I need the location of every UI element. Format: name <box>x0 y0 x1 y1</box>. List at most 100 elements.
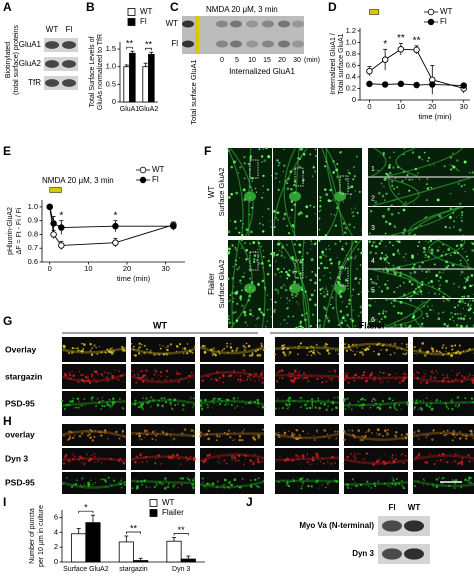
punctum <box>199 430 201 433</box>
punctum <box>435 369 438 372</box>
punctum <box>139 401 142 404</box>
punctum <box>330 408 334 411</box>
punctum <box>84 405 86 407</box>
punctum <box>372 241 375 244</box>
punctum <box>240 247 243 249</box>
punctum <box>159 463 162 465</box>
punctum <box>404 259 406 261</box>
punctum <box>364 398 367 401</box>
punctum <box>192 486 195 488</box>
punctum <box>217 461 220 463</box>
punctum <box>108 398 111 401</box>
punctum <box>158 481 161 483</box>
punctum <box>231 374 233 376</box>
punctum <box>448 323 450 325</box>
punctum <box>442 344 444 347</box>
punctum <box>173 437 176 440</box>
punctum <box>166 349 169 352</box>
data-point <box>112 239 119 246</box>
punctum <box>232 300 235 303</box>
cell-body <box>289 283 301 294</box>
punctum <box>464 397 467 400</box>
punctum <box>321 458 324 460</box>
punctum <box>411 178 414 181</box>
punctum <box>459 298 462 301</box>
punctum <box>392 305 395 308</box>
punctum <box>371 400 374 403</box>
punctum <box>256 398 260 402</box>
punctum <box>250 400 252 402</box>
punctum <box>447 407 450 410</box>
punctum <box>377 278 379 280</box>
punctum <box>214 354 217 357</box>
punctum <box>286 244 288 246</box>
punctum <box>405 403 407 405</box>
data-point <box>381 81 389 88</box>
punctum <box>284 180 287 182</box>
punctum <box>263 286 267 289</box>
punctum <box>428 405 431 408</box>
punctum <box>379 378 381 381</box>
punctum <box>245 258 248 261</box>
punctum <box>249 230 253 234</box>
punctum <box>411 266 415 270</box>
punctum <box>424 249 426 251</box>
punctum <box>374 402 378 405</box>
group-label: WT <box>207 186 216 199</box>
punctum <box>275 260 277 263</box>
micrograph <box>62 448 126 470</box>
punctum <box>202 481 204 483</box>
x-tick-label: 10 <box>84 264 92 273</box>
punctum <box>345 349 348 352</box>
punctum <box>319 288 322 291</box>
punctum <box>315 343 318 346</box>
punctum <box>299 147 303 151</box>
punctum <box>206 406 209 409</box>
punctum <box>400 325 403 328</box>
punctum <box>470 477 473 480</box>
punctum <box>80 378 84 382</box>
punctum <box>267 207 270 210</box>
dendrite <box>412 479 474 488</box>
punctum <box>373 282 377 285</box>
punctum <box>395 431 398 434</box>
punctum <box>389 264 391 266</box>
punctum <box>338 282 340 284</box>
punctum <box>443 458 445 461</box>
punctum <box>298 243 302 247</box>
inset-number: 3 <box>371 225 375 232</box>
punctum <box>435 485 439 488</box>
roi-box <box>339 175 349 195</box>
punctum <box>354 277 358 280</box>
blot-band <box>292 20 304 28</box>
punctum <box>316 325 318 327</box>
punctum <box>453 306 456 309</box>
punctum <box>413 406 417 409</box>
punctum <box>278 407 280 409</box>
y-axis-label: Total Surface Levels of <box>89 37 96 108</box>
punctum <box>378 375 380 377</box>
significance-label: * <box>84 503 88 513</box>
punctum <box>87 434 90 437</box>
punctum <box>257 283 260 286</box>
punctum <box>255 485 258 488</box>
punctum <box>106 348 109 351</box>
punctum <box>382 460 386 464</box>
micrograph <box>413 448 474 470</box>
punctum <box>467 480 469 483</box>
punctum <box>242 353 246 357</box>
row-label: WT <box>166 19 179 28</box>
punctum <box>256 316 260 320</box>
punctum <box>393 187 396 190</box>
punctum <box>119 374 122 377</box>
punctum <box>302 430 305 433</box>
punctum <box>300 396 303 400</box>
punctum <box>348 298 352 302</box>
punctum <box>466 278 469 282</box>
punctum <box>237 172 240 174</box>
punctum <box>453 226 455 228</box>
punctum <box>121 348 124 351</box>
punctum <box>403 153 405 156</box>
punctum <box>283 256 286 259</box>
punctum <box>122 407 125 410</box>
